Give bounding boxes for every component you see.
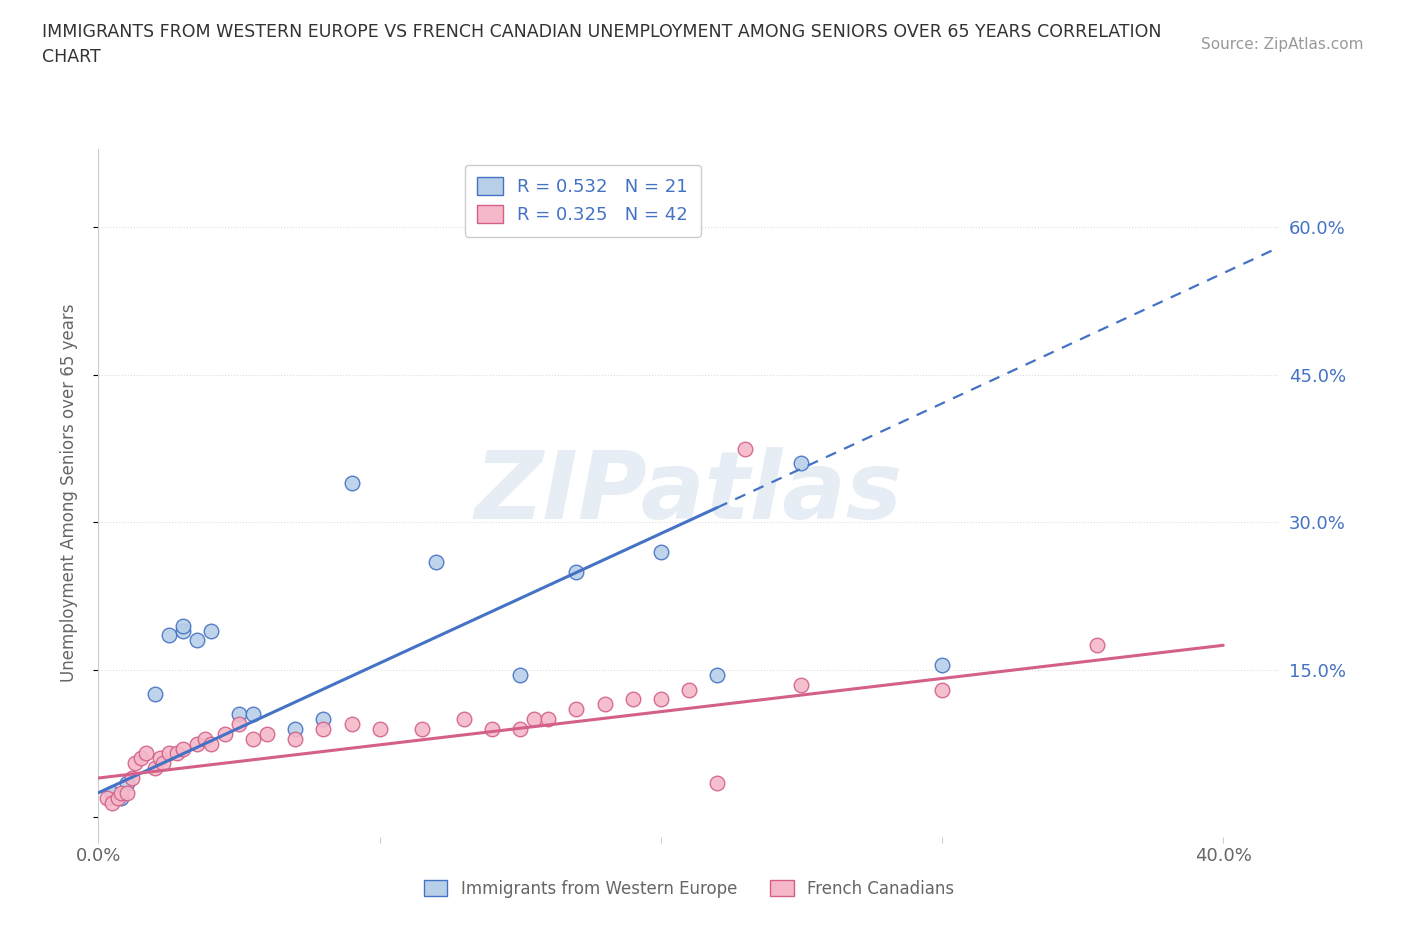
Point xyxy=(214,726,236,741)
Legend: Immigrants from Western Europe, French Canadians: Immigrants from Western Europe, French C… xyxy=(418,873,960,904)
Point xyxy=(96,790,118,805)
Point xyxy=(523,711,546,726)
Point xyxy=(194,731,217,746)
Point xyxy=(509,722,531,737)
Point xyxy=(172,623,194,638)
Point xyxy=(242,731,264,746)
Point xyxy=(931,682,953,697)
Point xyxy=(453,711,475,726)
Point xyxy=(143,687,166,702)
Point xyxy=(1085,638,1108,653)
Point xyxy=(312,722,335,737)
Point xyxy=(101,795,124,810)
Point xyxy=(152,756,174,771)
Point xyxy=(706,776,728,790)
Point xyxy=(931,658,953,672)
Point xyxy=(481,722,503,737)
Point xyxy=(734,441,756,456)
Point xyxy=(621,692,644,707)
Point xyxy=(124,756,146,771)
Text: IMMIGRANTS FROM WESTERN EUROPE VS FRENCH CANADIAN UNEMPLOYMENT AMONG SENIORS OVE: IMMIGRANTS FROM WESTERN EUROPE VS FRENCH… xyxy=(42,23,1161,41)
Point xyxy=(650,544,672,559)
Point xyxy=(565,702,588,717)
Point xyxy=(157,746,180,761)
Point xyxy=(509,668,531,683)
Point xyxy=(228,707,250,722)
Point xyxy=(284,722,307,737)
Point xyxy=(340,475,363,490)
Point xyxy=(340,716,363,731)
Point xyxy=(411,722,433,737)
Point xyxy=(186,737,208,751)
Point xyxy=(172,741,194,756)
Point xyxy=(790,677,813,692)
Point xyxy=(166,746,188,761)
Point xyxy=(284,731,307,746)
Point xyxy=(706,668,728,683)
Point xyxy=(157,628,180,643)
Point xyxy=(115,776,138,790)
Point xyxy=(110,790,132,805)
Point xyxy=(242,707,264,722)
Y-axis label: Unemployment Among Seniors over 65 years: Unemployment Among Seniors over 65 years xyxy=(59,304,77,682)
Point xyxy=(790,456,813,471)
Point xyxy=(172,618,194,633)
Point xyxy=(107,790,129,805)
Point xyxy=(537,711,560,726)
Point xyxy=(200,737,222,751)
Point xyxy=(650,692,672,707)
Point xyxy=(129,751,152,765)
Point xyxy=(149,751,172,765)
Point xyxy=(186,633,208,648)
Point xyxy=(143,761,166,776)
Point xyxy=(115,785,138,800)
Point xyxy=(256,726,278,741)
Point xyxy=(135,746,157,761)
Text: CHART: CHART xyxy=(42,48,101,66)
Point xyxy=(312,711,335,726)
Point xyxy=(101,785,124,800)
Text: ZIPatlas: ZIPatlas xyxy=(475,447,903,538)
Point xyxy=(110,785,132,800)
Point xyxy=(678,682,700,697)
Point xyxy=(565,565,588,579)
Point xyxy=(368,722,391,737)
Point xyxy=(200,623,222,638)
Point xyxy=(425,554,447,569)
Point xyxy=(121,771,143,786)
Point xyxy=(593,697,616,711)
Point xyxy=(228,716,250,731)
Text: Source: ZipAtlas.com: Source: ZipAtlas.com xyxy=(1201,37,1364,52)
